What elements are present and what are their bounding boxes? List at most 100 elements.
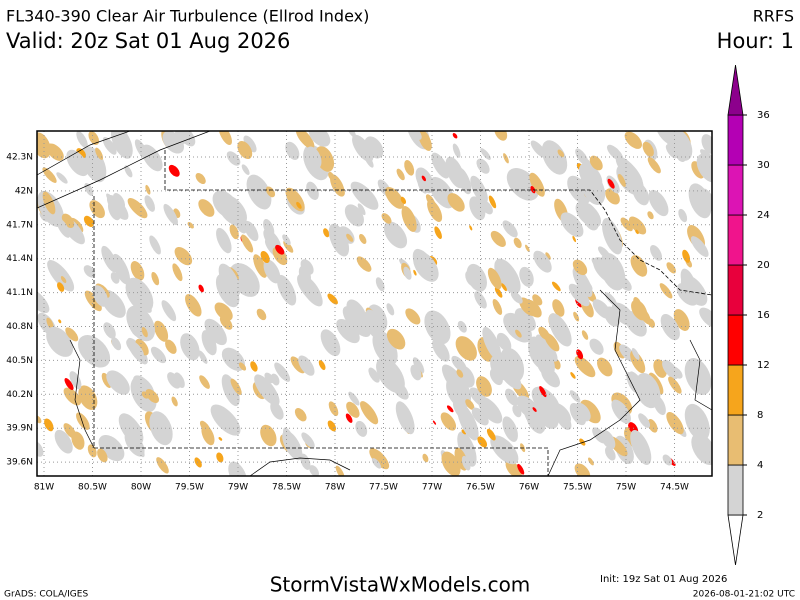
- field-blob: [371, 458, 382, 469]
- field-blob: [256, 308, 267, 321]
- field-blob: [538, 326, 550, 341]
- field-blob: [272, 247, 288, 266]
- lon-label: 81W: [34, 483, 54, 493]
- field-blob: [165, 339, 177, 354]
- field-blob: [570, 372, 576, 379]
- field-blob: [92, 285, 108, 307]
- field-blob: [471, 407, 489, 426]
- field-blob: [345, 413, 353, 423]
- field-blob: [69, 371, 82, 390]
- colorbar-segment: [727, 264, 744, 316]
- field-blob: [250, 361, 258, 372]
- field-blob: [574, 402, 591, 422]
- field-blob: [552, 299, 565, 317]
- field-blob: [593, 257, 618, 284]
- colorbar-segment: [727, 114, 744, 166]
- field-blob: [330, 174, 345, 197]
- field-blob: [342, 306, 371, 338]
- init-time: Init: 19z Sat 01 Aug 2026: [600, 574, 727, 585]
- field-blob: [405, 308, 421, 325]
- field-blob: [461, 455, 471, 471]
- colorbar-segment: [727, 414, 744, 466]
- field-blob: [56, 217, 71, 238]
- field-blob: [502, 220, 518, 238]
- field-blob: [201, 425, 215, 446]
- field-blob: [63, 387, 82, 406]
- field-blob: [106, 193, 116, 206]
- field-blob: [431, 152, 450, 179]
- field-blob: [198, 284, 204, 293]
- field-blob: [501, 283, 507, 292]
- field-blob: [151, 271, 160, 286]
- field-blob: [270, 401, 284, 420]
- colorbar-segment: [727, 364, 744, 416]
- field-blob: [494, 287, 503, 298]
- field-blob: [412, 357, 425, 374]
- field-blob: [469, 196, 486, 221]
- field-blob: [505, 388, 519, 406]
- axis-labels: 42.3N 42N 41.7N 41.4N 41.1N 40.8N 40.5N 40.2N 39…: [6, 153, 689, 493]
- field-blob: [230, 378, 242, 395]
- field-blob: [647, 157, 661, 174]
- field-blob: [263, 218, 275, 238]
- field-blob: [161, 300, 177, 322]
- field-blob: [573, 311, 580, 322]
- field-blob: [631, 348, 640, 360]
- field-blob: [678, 208, 688, 223]
- lat-label: 39.9N: [6, 424, 33, 434]
- field-blob: [457, 431, 477, 467]
- field-blob: [461, 429, 467, 435]
- field-blob: [469, 387, 488, 407]
- field-blob: [557, 149, 565, 158]
- field-blob: [145, 388, 159, 404]
- lon-label: 77W: [422, 483, 442, 493]
- field-blob: [298, 355, 315, 376]
- field-blob: [589, 338, 604, 355]
- field-blob: [648, 189, 669, 217]
- field-blob: [60, 276, 67, 284]
- field-blob: [58, 319, 62, 324]
- field-blob: [638, 413, 651, 428]
- field-blob: [344, 204, 364, 227]
- field-blob: [400, 196, 407, 204]
- field-blob: [42, 167, 57, 183]
- field-blob: [301, 432, 315, 448]
- field-blob: [56, 172, 68, 184]
- field-blob: [611, 399, 631, 424]
- field-blob: [63, 423, 77, 439]
- field-blob: [490, 354, 510, 381]
- colorbar-segment: [727, 164, 744, 216]
- lat-label: 42N: [15, 186, 33, 196]
- field-blob: [145, 184, 151, 195]
- field-blob: [168, 164, 180, 177]
- field-blob: [395, 401, 415, 435]
- field-blob: [696, 153, 712, 183]
- field-blob: [218, 437, 223, 441]
- field-blob: [386, 303, 395, 316]
- field-blob: [336, 318, 360, 344]
- field-blob: [57, 282, 65, 292]
- field-blob: [642, 141, 654, 157]
- colorbar-label: 30: [757, 160, 770, 171]
- field-blob: [699, 307, 712, 328]
- field-blob: [560, 212, 584, 238]
- field-blob: [510, 291, 523, 304]
- graticule: [37, 131, 712, 476]
- field-blob: [47, 260, 75, 292]
- field-blob: [327, 420, 337, 432]
- colorbar-segment: [727, 464, 744, 516]
- field-blob: [617, 173, 626, 187]
- colorbar-label: 4: [757, 460, 763, 471]
- field-blob: [357, 203, 366, 216]
- field-blob: [386, 328, 406, 350]
- field-blob: [530, 186, 536, 194]
- field-blob: [229, 224, 239, 240]
- field-blob: [244, 220, 259, 242]
- field-blob: [66, 149, 89, 177]
- field-blob: [684, 403, 710, 441]
- field-blob: [174, 246, 193, 266]
- field-blob: [106, 370, 130, 395]
- field-blob: [647, 211, 654, 220]
- field-blob: [412, 248, 436, 282]
